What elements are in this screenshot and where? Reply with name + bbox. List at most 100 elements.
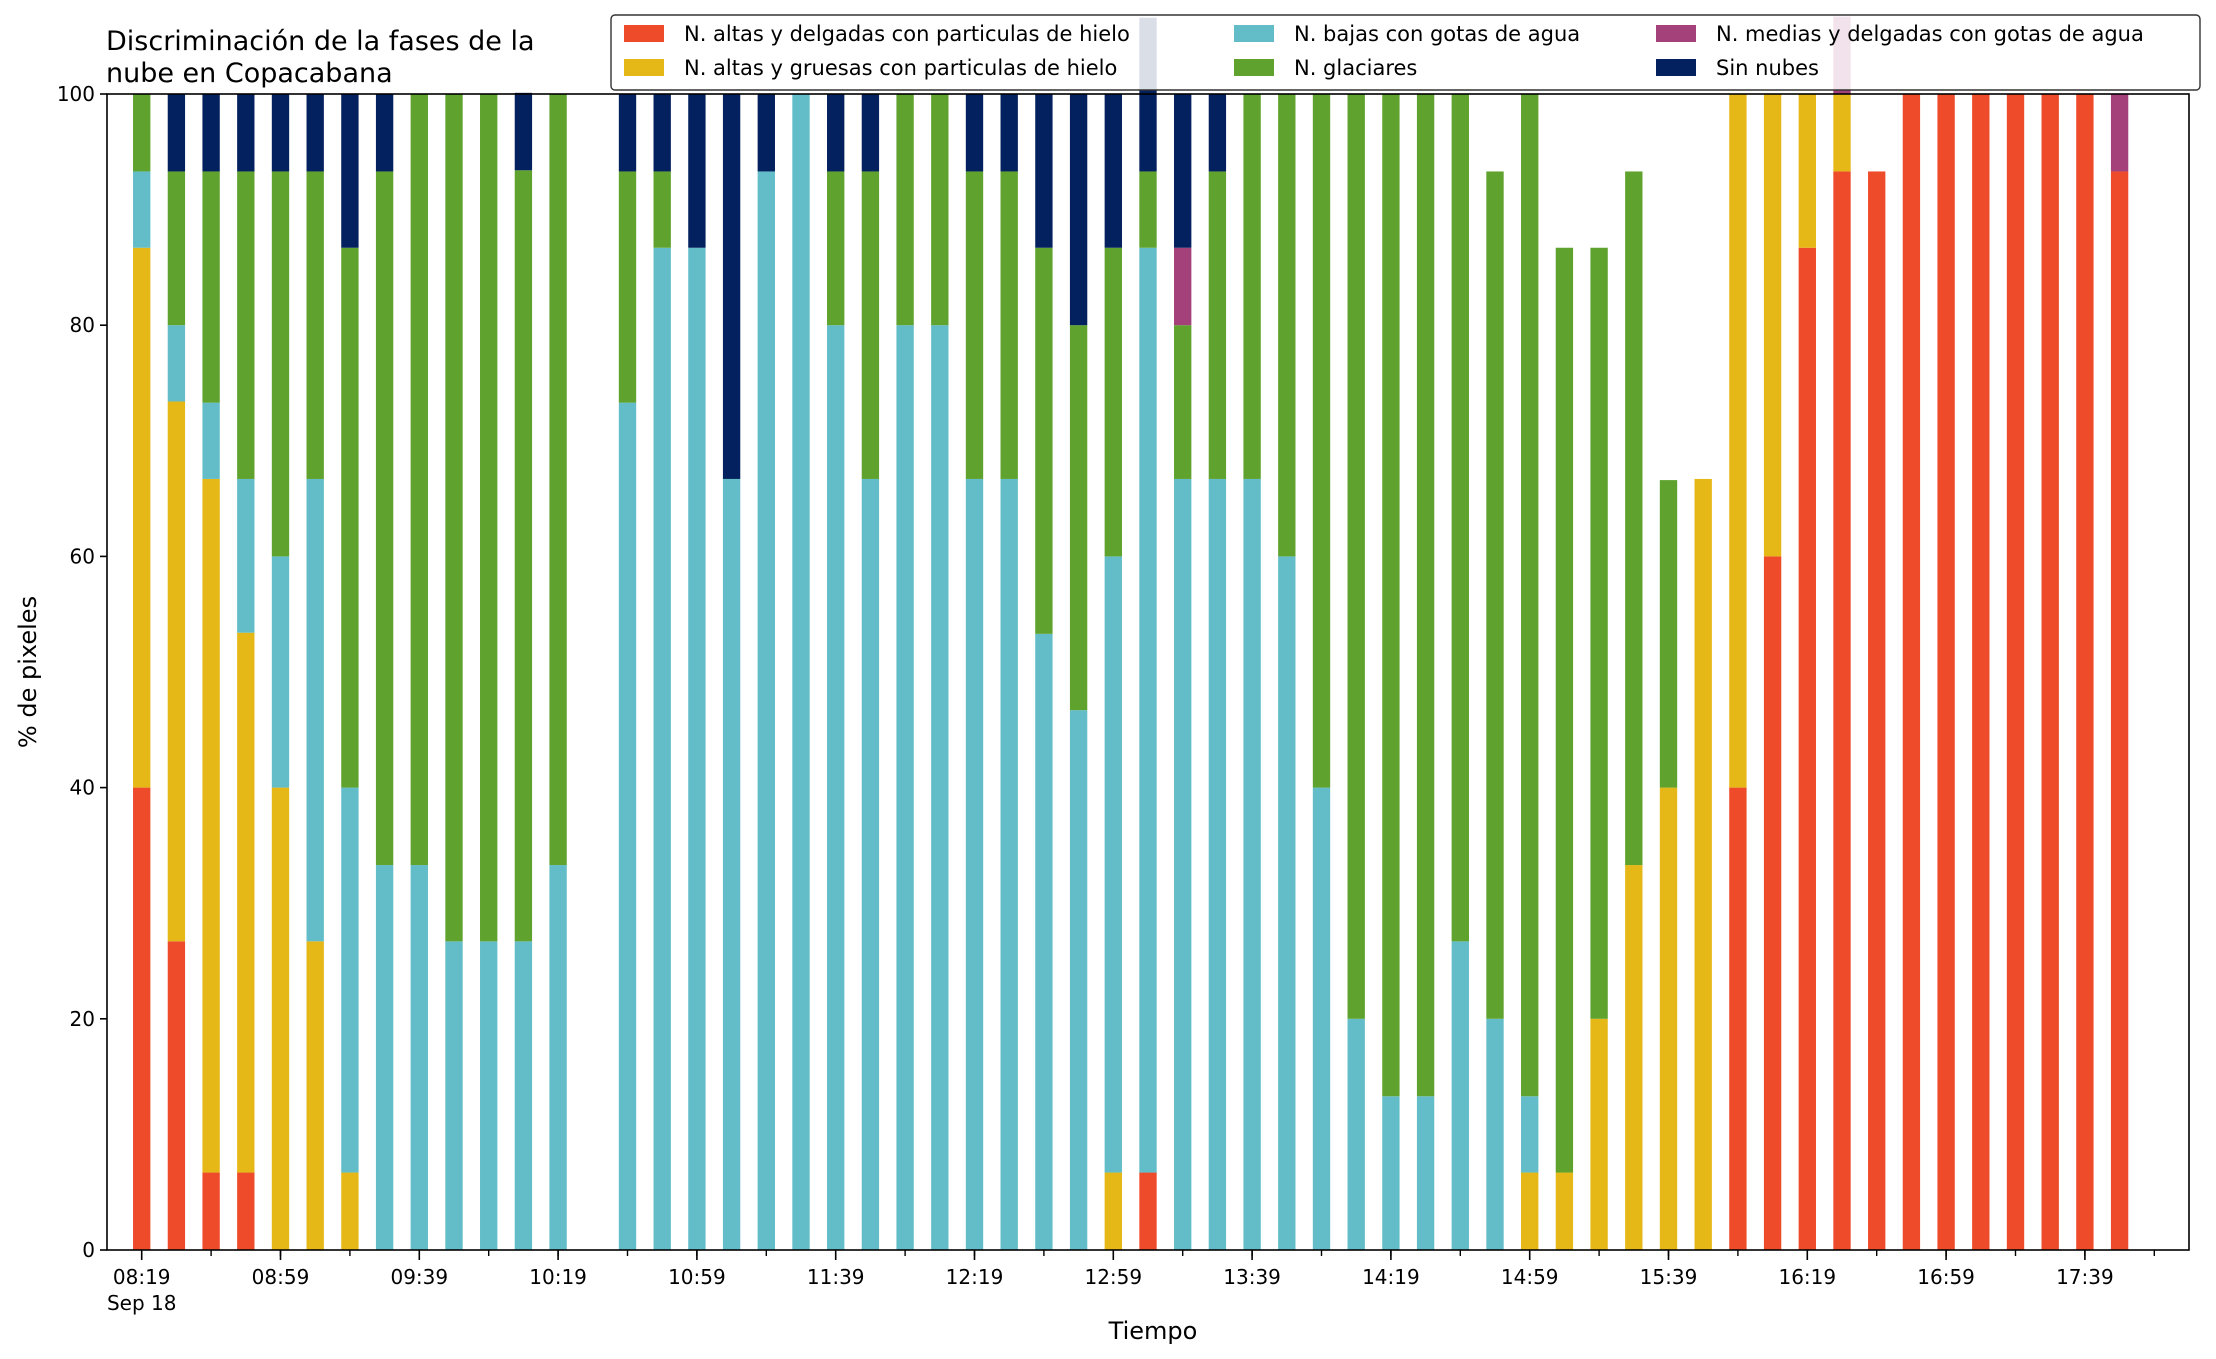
bar-segment-3 (1486, 1018, 1504, 1250)
legend-swatch (1656, 25, 1696, 42)
bar-segment-3 (757, 171, 775, 1251)
bar-segment-4 (167, 171, 186, 326)
bar-segment-6 (722, 94, 741, 479)
bar-segment-6 (653, 94, 671, 172)
bar-segment-4 (202, 171, 220, 403)
bar-segment-5 (1174, 247, 1192, 326)
bar-segment-2 (1521, 1172, 1539, 1250)
bar-segment-3 (1069, 710, 1088, 1250)
bar-segment-3 (306, 478, 324, 942)
bar-segment-3 (341, 787, 359, 1173)
legend-swatch (624, 25, 664, 42)
bar-segment-4 (1069, 325, 1088, 711)
x-tick-label: 08:19 (113, 1265, 171, 1289)
bar-segment-6 (1035, 94, 1053, 248)
bar-segment-1 (1763, 556, 1782, 1250)
bar-segment-6 (341, 94, 359, 248)
bar-segment-4 (1000, 171, 1018, 479)
legend-swatch (1234, 25, 1274, 42)
bar-segment-3 (618, 402, 637, 1250)
legend-label: N. glaciares (1294, 56, 1417, 80)
bar-segment-3 (202, 402, 220, 479)
bar-segment-1 (1833, 171, 1851, 1251)
bar-segment-3 (1521, 1096, 1539, 1173)
chart-title: Discriminación de la fases de la nube en … (106, 26, 535, 89)
bar-segment-4 (514, 170, 533, 942)
bar-segment-3 (375, 865, 394, 1250)
bar-segment-3 (549, 865, 567, 1250)
bar-segment-3 (896, 325, 914, 1250)
bar-segment-6 (1069, 94, 1088, 326)
bar-segment-3 (1139, 247, 1157, 1173)
bar-segment-6 (514, 92, 533, 171)
bar-segment-2 (1590, 1018, 1608, 1250)
bar-segment-1 (237, 1172, 255, 1250)
x-tick-label: 09:39 (390, 1265, 448, 1289)
bar-segment-1 (1972, 94, 1990, 1250)
bar-segment-3 (688, 247, 706, 1250)
plot-frame (106, 93, 2190, 1251)
bar-segment-4 (410, 94, 428, 866)
bar-segment-3 (1416, 1096, 1435, 1250)
bar-segment-4 (341, 247, 359, 788)
bar-segment-2 (1625, 865, 1643, 1250)
bar-segment-3 (1312, 787, 1331, 1250)
bar-segment-4 (306, 171, 324, 479)
bar-segment-4 (653, 171, 671, 248)
legend-label: N. altas y delgadas con particulas de hi… (684, 22, 1130, 46)
bar-segment-3 (445, 941, 463, 1250)
y-tick-label: 60 (70, 544, 95, 568)
bar-segment-2 (1555, 1172, 1574, 1250)
bar-segment-2 (1763, 94, 1782, 557)
bar-segment-4 (1659, 480, 1678, 788)
bar-segment-4 (965, 171, 984, 479)
bar-segment-2 (133, 247, 151, 788)
bar-segment-1 (1902, 94, 1921, 1250)
bar-segment-1 (1868, 171, 1886, 1251)
bar-segment-6 (306, 94, 324, 172)
bar-segment-3 (410, 865, 428, 1250)
x-tick-label: 08:59 (252, 1265, 310, 1289)
bar-segment-5 (2110, 94, 2129, 172)
x-tick-label: 10:19 (529, 1265, 587, 1289)
bar-segment-2 (167, 401, 186, 942)
bar-segment-4 (1555, 247, 1574, 1173)
bar-segment-3 (722, 478, 741, 1250)
bar-segment-2 (1833, 94, 1851, 172)
bar-segment-6 (1104, 94, 1122, 248)
bar-segment-1 (133, 787, 151, 1250)
bar-segment-4 (271, 171, 290, 557)
bar-segment-3 (827, 325, 845, 1250)
legend-item: N. bajas con gotas de agua (1234, 22, 1580, 46)
bar-segment-4 (480, 94, 498, 942)
bar-segment-4 (827, 171, 845, 326)
legend-swatch (624, 59, 664, 76)
bar-segment-4 (1451, 94, 1469, 942)
legend-label: N. altas y gruesas con particulas de hie… (684, 56, 1117, 80)
bar-segment-3 (1104, 556, 1122, 1173)
bar-segment-4 (1035, 247, 1053, 634)
bar-segment-3 (792, 94, 810, 1250)
bar-segment-1 (1139, 1172, 1157, 1250)
legend-swatch (1234, 59, 1274, 76)
bar-segment-6 (861, 94, 880, 172)
y-tick-label: 80 (70, 313, 95, 337)
legend-label: Sin nubes (1716, 56, 1819, 80)
legend: N. altas y delgadas con particulas de hi… (610, 14, 2201, 91)
bar-segment-4 (896, 94, 914, 326)
bar-segment-3 (1347, 1018, 1365, 1250)
bar-segment-3 (1278, 556, 1296, 1250)
bar-segment-4 (1416, 94, 1435, 1097)
x-tick-label: 12:19 (946, 1265, 1004, 1289)
y-axis-label: % de pixeles (14, 596, 42, 748)
x-date-label: Sep 18 (107, 1291, 177, 1315)
bar-segment-3 (965, 478, 984, 1250)
bar-segment-6 (827, 94, 845, 172)
bar-segment-3 (1451, 941, 1469, 1250)
legend-box (610, 14, 2201, 91)
axes-layer: 0 20 40 60 80 100 08:19 08:59 09:39 10:19 10:59 11:… (57, 82, 2156, 1315)
bar-segment-3 (1382, 1096, 1400, 1250)
bar-segment-2 (1659, 787, 1678, 1250)
bar-segment-6 (1208, 94, 1227, 172)
bar-segment-2 (1798, 94, 1816, 248)
